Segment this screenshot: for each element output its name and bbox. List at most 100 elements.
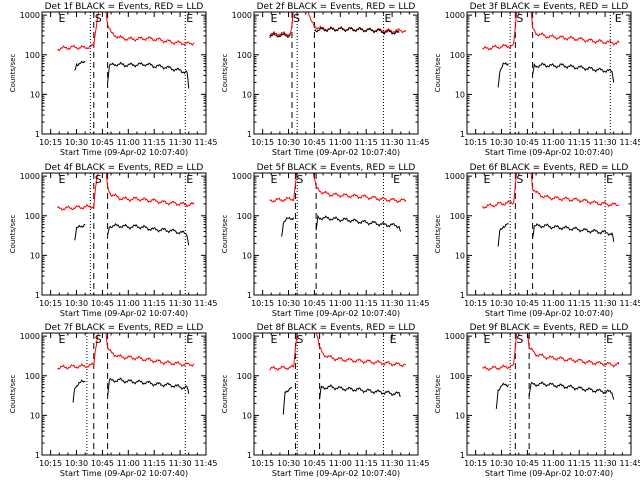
lld-series-line [269,333,407,371]
s-marker-label: S [516,12,523,25]
s-marker-label: S [516,333,523,346]
s-marker-label: S [516,173,523,186]
events-series-line [72,379,86,403]
events-series-line [282,386,293,415]
x-tick-label: 11:00 [542,138,565,147]
panel-title: Det 9f BLACK = Events, RED = LLD [470,323,629,333]
x-tick-label: 10:30 [65,299,88,308]
lld-series-line [57,333,195,370]
e-marker-label: E [271,12,278,25]
events-series-line [532,223,615,242]
x-axis-label: Start Time (09-Apr-02 10:07:40) [272,309,400,318]
x-tick-label: 11:30 [169,459,192,468]
y-tick-label: 1 [35,451,40,460]
y-axis-label: Counts/sec [221,54,229,93]
y-tick-label: 10 [242,90,252,99]
x-tick-label: 11:00 [329,459,352,468]
y-tick-label: 100 [237,372,252,381]
x-tick-label: 11:00 [117,138,140,147]
s-marker-label: S [95,173,102,186]
x-tick-label: 10:45 [516,299,539,308]
x-tick-label: 11:45 [406,299,429,308]
x-tick-label: 10:15 [464,299,487,308]
x-tick-label: 10:15 [39,459,62,468]
x-tick-label: 11:15 [143,459,166,468]
x-tick-label: 11:15 [143,138,166,147]
x-tick-label: 10:15 [251,138,274,147]
s-marker-label: S [296,173,303,186]
panel-title: Det 1f BLACK = Events, RED = LLD [45,2,204,12]
x-tick-label: 11:45 [619,138,640,147]
x-tick-label: 11:45 [194,138,217,147]
plot-frame [253,172,419,296]
e-marker-label: E [186,173,193,186]
plot-frame [41,332,207,456]
events-series-line [74,60,86,71]
x-tick-label: 11:15 [355,459,378,468]
x-tick-label: 11:45 [194,459,217,468]
y-tick-label: 10 [455,251,465,260]
y-tick-label: 10 [30,251,40,260]
events-series-line [107,222,190,246]
x-tick-label: 10:15 [464,459,487,468]
y-axis-label: Counts/sec [221,215,229,254]
y-tick-label: 1000 [445,11,465,20]
e-marker-label: E [59,12,66,25]
y-tick-label: 1 [460,130,465,139]
events-series-line [107,377,190,397]
y-axis-label: Counts/sec [9,215,17,254]
x-axis-label: Start Time (09-Apr-02 10:07:40) [485,148,613,157]
plot-frame [41,172,207,296]
x-tick-label: 11:30 [381,299,404,308]
e-marker-label: E [59,333,66,346]
x-tick-label: 11:45 [619,459,640,468]
x-axis-label: Start Time (09-Apr-02 10:07:40) [272,148,400,157]
panel-title: Det 6f BLACK = Events, RED = LLD [470,163,629,173]
y-tick-label: 100 [237,51,252,60]
y-axis-label: Counts/sec [434,54,442,93]
x-axis-label: Start Time (09-Apr-02 10:07:40) [60,148,188,157]
events-series-line [532,62,615,83]
y-tick-label: 1000 [20,172,40,181]
x-axis-label: Start Time (09-Apr-02 10:07:40) [60,469,188,478]
x-tick-label: 11:15 [355,299,378,308]
y-tick-label: 100 [450,372,465,381]
y-tick-label: 100 [25,372,40,381]
x-tick-label: 10:15 [251,459,274,468]
events-series-line [528,381,615,400]
x-tick-label: 11:00 [329,138,352,147]
events-series-line [269,32,291,39]
panel-title: Det 5f BLACK = Events, RED = LLD [257,163,416,173]
x-tick-label: 10:30 [65,459,88,468]
x-tick-label: 10:15 [464,138,487,147]
e-marker-label: E [484,173,491,186]
y-tick-label: 10 [30,90,40,99]
e-marker-label: E [186,12,193,25]
x-tick-label: 11:00 [542,459,565,468]
x-tick-label: 10:45 [516,459,539,468]
plot-frame [253,11,419,135]
x-tick-label: 10:45 [303,138,326,147]
e-marker-label: E [59,173,66,186]
y-tick-label: 1000 [445,332,465,341]
x-axis-label: Start Time (09-Apr-02 10:07:40) [60,309,188,318]
x-tick-label: 10:45 [303,299,326,308]
panel-title: Det 4f BLACK = Events, RED = LLD [45,163,204,173]
x-tick-label: 11:15 [143,299,166,308]
x-tick-label: 11:15 [568,138,591,147]
panel-title: Det 3f BLACK = Events, RED = LLD [470,2,629,12]
s-marker-label: S [95,333,102,346]
y-tick-label: 1000 [445,172,465,181]
e-marker-label: E [606,173,613,186]
e-marker-label: E [271,333,278,346]
e-marker-label: E [484,333,491,346]
x-tick-label: 11:00 [542,299,565,308]
y-axis-label: Counts/sec [434,375,442,414]
e-marker-label: E [615,12,622,25]
